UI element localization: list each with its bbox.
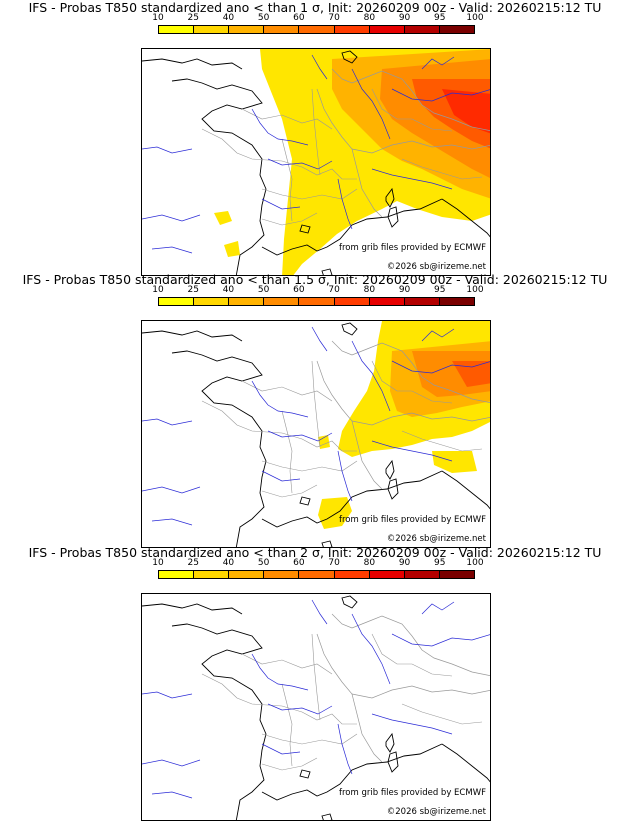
colorbar-segment	[229, 26, 265, 33]
source-credit: from grib files provided by ECMWF	[339, 515, 486, 525]
colorbar-tick-label: 80	[363, 285, 376, 295]
colorbar-tick-label: 60	[293, 558, 305, 568]
colorbar-tick-label: 10	[152, 558, 164, 568]
colorbar-tick-label: 25	[187, 13, 199, 23]
colorbar-tick-label: 100	[466, 285, 484, 295]
colorbar-tick-label: 95	[434, 13, 446, 23]
colorbar-segment	[229, 571, 265, 578]
colorbar-tick-label: 90	[398, 285, 411, 295]
panel-1: IFS - Probas T850 standardized ano < tha…	[0, 0, 630, 276]
colorbar-segment	[299, 571, 335, 578]
source-credit: from grib files provided by ECMWF	[339, 243, 486, 253]
colorbar-tick-label: 70	[328, 558, 340, 568]
colorbar-tick-label: 70	[328, 13, 340, 23]
source-credit: from grib files provided by ECMWF	[339, 788, 486, 798]
colorbar-segment	[194, 26, 230, 33]
colorbar-tick-label: 40	[222, 558, 235, 568]
colorbar-ticks: 10 25 40 50 60 70 80 90 95 100	[0, 285, 630, 297]
copyright-credit: ©2026 sb@irizeme.net	[386, 534, 486, 544]
colorbar-tick-label: 50	[257, 13, 270, 23]
probability-map: from grib files provided by ECMWF ©2026 …	[141, 593, 491, 821]
colorbar	[158, 570, 475, 579]
colorbar-tick-label: 90	[398, 13, 411, 23]
colorbar-tick-label: 60	[293, 285, 305, 295]
colorbar-tick-label: 50	[257, 558, 270, 568]
colorbar-tick-label: 80	[363, 13, 376, 23]
colorbar	[158, 25, 475, 34]
probability-map: from grib files provided by ECMWF ©2026 …	[141, 320, 491, 548]
colorbar-segment	[334, 26, 370, 33]
colorbar-segment	[439, 26, 474, 33]
copyright-credit: ©2026 sb@irizeme.net	[386, 807, 486, 817]
colorbar-tick-label: 80	[363, 558, 376, 568]
panel-2: IFS - Probas T850 standardized ano < tha…	[0, 272, 630, 548]
colorbar-segment	[404, 26, 440, 33]
colorbar-segment	[159, 571, 195, 578]
colorbar-segment	[334, 571, 370, 578]
colorbar-tick-label: 25	[187, 285, 199, 295]
panel-3: IFS - Probas T850 standardized ano < tha…	[0, 545, 630, 821]
colorbar-segment	[194, 298, 230, 305]
colorbar-tick-label: 70	[328, 285, 340, 295]
copyright-credit: ©2026 sb@irizeme.net	[386, 262, 486, 272]
panel-title: IFS - Probas T850 standardized ano < tha…	[28, 545, 602, 560]
panel-title: IFS - Probas T850 standardized ano < tha…	[28, 0, 602, 15]
colorbar-segment	[369, 298, 405, 305]
colorbar-tick-label: 50	[257, 285, 270, 295]
colorbar-tick-label: 60	[293, 13, 305, 23]
colorbar-segment	[159, 298, 195, 305]
colorbar-tick-label: 10	[152, 285, 164, 295]
colorbar	[158, 297, 475, 306]
colorbar-tick-label: 25	[187, 558, 199, 568]
colorbar-tick-label: 95	[434, 558, 446, 568]
colorbar-segment	[194, 571, 230, 578]
colorbar-segment	[439, 571, 474, 578]
colorbar-tick-label: 90	[398, 558, 411, 568]
colorbar-segment	[264, 26, 300, 33]
colorbar-segment	[159, 26, 195, 33]
colorbar-segment	[299, 298, 335, 305]
colorbar-tick-label: 100	[466, 558, 484, 568]
colorbar-segment	[439, 298, 474, 305]
colorbar-segment	[229, 298, 265, 305]
colorbar-segment	[264, 571, 300, 578]
colorbar-tick-label: 95	[434, 285, 446, 295]
colorbar-ticks: 10 25 40 50 60 70 80 90 95 100	[0, 13, 630, 25]
probability-map: from grib files provided by ECMWF ©2026 …	[141, 48, 491, 276]
colorbar-segment	[264, 298, 300, 305]
colorbar-tick-label: 40	[222, 285, 235, 295]
colorbar-tick-label: 10	[152, 13, 164, 23]
colorbar-segment	[404, 298, 440, 305]
colorbar-segment	[404, 571, 440, 578]
colorbar-segment	[299, 26, 335, 33]
colorbar-segment	[369, 571, 405, 578]
colorbar-tick-label: 100	[466, 13, 484, 23]
colorbar-segment	[334, 298, 370, 305]
colorbar-segment	[369, 26, 405, 33]
panel-title: IFS - Probas T850 standardized ano < tha…	[22, 272, 608, 287]
colorbar-ticks: 10 25 40 50 60 70 80 90 95 100	[0, 558, 630, 570]
colorbar-tick-label: 40	[222, 13, 235, 23]
